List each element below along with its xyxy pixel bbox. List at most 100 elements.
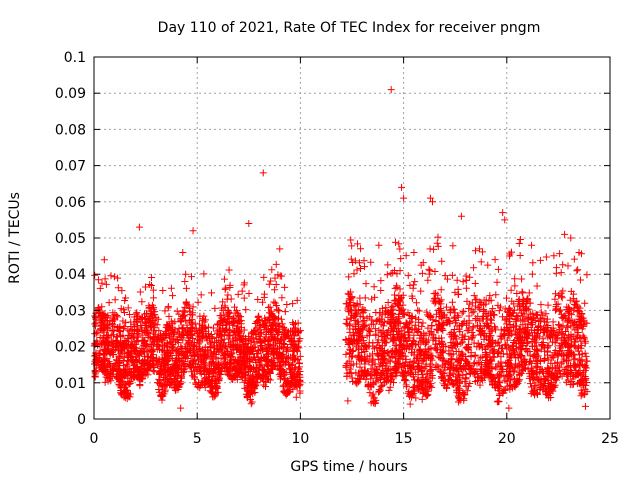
data-point [240, 364, 248, 372]
data-point [345, 273, 353, 281]
data-point [108, 327, 116, 335]
data-point [177, 345, 185, 353]
data-point [270, 344, 278, 352]
data-point [119, 344, 127, 352]
data-point [371, 293, 379, 301]
data-point [367, 399, 375, 407]
data-point [428, 371, 436, 379]
x-tick-label: 15 [395, 431, 413, 447]
data-point [559, 261, 567, 269]
data-point [391, 266, 399, 274]
data-point [364, 369, 372, 377]
data-point [220, 352, 228, 360]
data-point [255, 316, 263, 324]
data-point [289, 382, 297, 390]
data-point [187, 352, 195, 360]
data-point [448, 271, 456, 279]
data-point [266, 303, 274, 311]
data-point [295, 365, 303, 373]
data-point [140, 348, 148, 356]
data-point [109, 343, 117, 351]
data-point [264, 356, 272, 364]
data-point [234, 331, 242, 339]
data-point [285, 353, 293, 361]
data-point [448, 298, 456, 306]
data-point [130, 361, 138, 369]
data-point [157, 368, 165, 376]
data-point [266, 345, 274, 353]
y-tick-label: 0.04 [55, 267, 86, 283]
data-point [384, 298, 392, 306]
data-point [516, 236, 524, 243]
data-point [144, 333, 152, 341]
data-point [132, 353, 140, 361]
data-point [246, 395, 254, 403]
data-point [511, 336, 519, 344]
chart-title: Day 110 of 2021, Rate Of TEC Index for r… [158, 20, 541, 36]
data-point [357, 245, 365, 253]
data-point [273, 306, 281, 314]
data-point [194, 298, 202, 306]
data-point [206, 383, 214, 391]
data-point [240, 294, 248, 302]
data-point [153, 342, 161, 350]
data-point [516, 306, 524, 314]
data-point [280, 358, 288, 366]
data-point [401, 311, 409, 319]
data-point [188, 273, 196, 281]
data-point [469, 331, 477, 339]
data-point [484, 261, 492, 269]
data-point [465, 312, 473, 320]
data-point [155, 358, 163, 366]
data-point [377, 287, 385, 295]
data-point [94, 276, 102, 284]
data-point [526, 380, 534, 388]
data-point [268, 311, 276, 319]
data-point [209, 355, 217, 363]
data-point [367, 258, 375, 266]
data-point [169, 292, 177, 300]
data-point [409, 373, 417, 381]
data-point [449, 344, 457, 352]
data-point [290, 347, 298, 355]
data-point [267, 325, 275, 333]
data-point [181, 277, 189, 285]
data-point [250, 383, 258, 391]
data-point [189, 358, 197, 366]
data-point [424, 370, 432, 378]
data-point [365, 326, 373, 334]
data-point [162, 328, 170, 336]
data-point [94, 328, 102, 336]
data-point [226, 332, 234, 340]
data-point [98, 279, 106, 287]
data-point [225, 326, 233, 334]
data-point [410, 337, 418, 345]
data-point [573, 331, 581, 339]
data-point [229, 375, 237, 383]
data-point [468, 309, 476, 317]
data-point [141, 283, 149, 291]
data-point [544, 301, 552, 309]
data-point [261, 336, 269, 344]
data-point [259, 320, 267, 328]
data-point [214, 363, 222, 371]
data-point [173, 307, 181, 315]
data-point [165, 312, 173, 320]
data-point [228, 343, 236, 351]
data-point [275, 328, 283, 336]
data-point [162, 371, 170, 379]
data-point [567, 322, 575, 330]
data-point [182, 284, 190, 292]
data-point [216, 312, 224, 320]
data-point [522, 346, 530, 354]
data-point [221, 316, 229, 324]
data-point [255, 333, 263, 341]
data-point [283, 300, 291, 308]
data-point [107, 332, 115, 340]
data-point [501, 340, 509, 348]
data-point [159, 335, 167, 343]
data-point [505, 343, 513, 351]
data-point [116, 324, 124, 332]
data-point [271, 274, 279, 282]
data-point [136, 288, 144, 296]
